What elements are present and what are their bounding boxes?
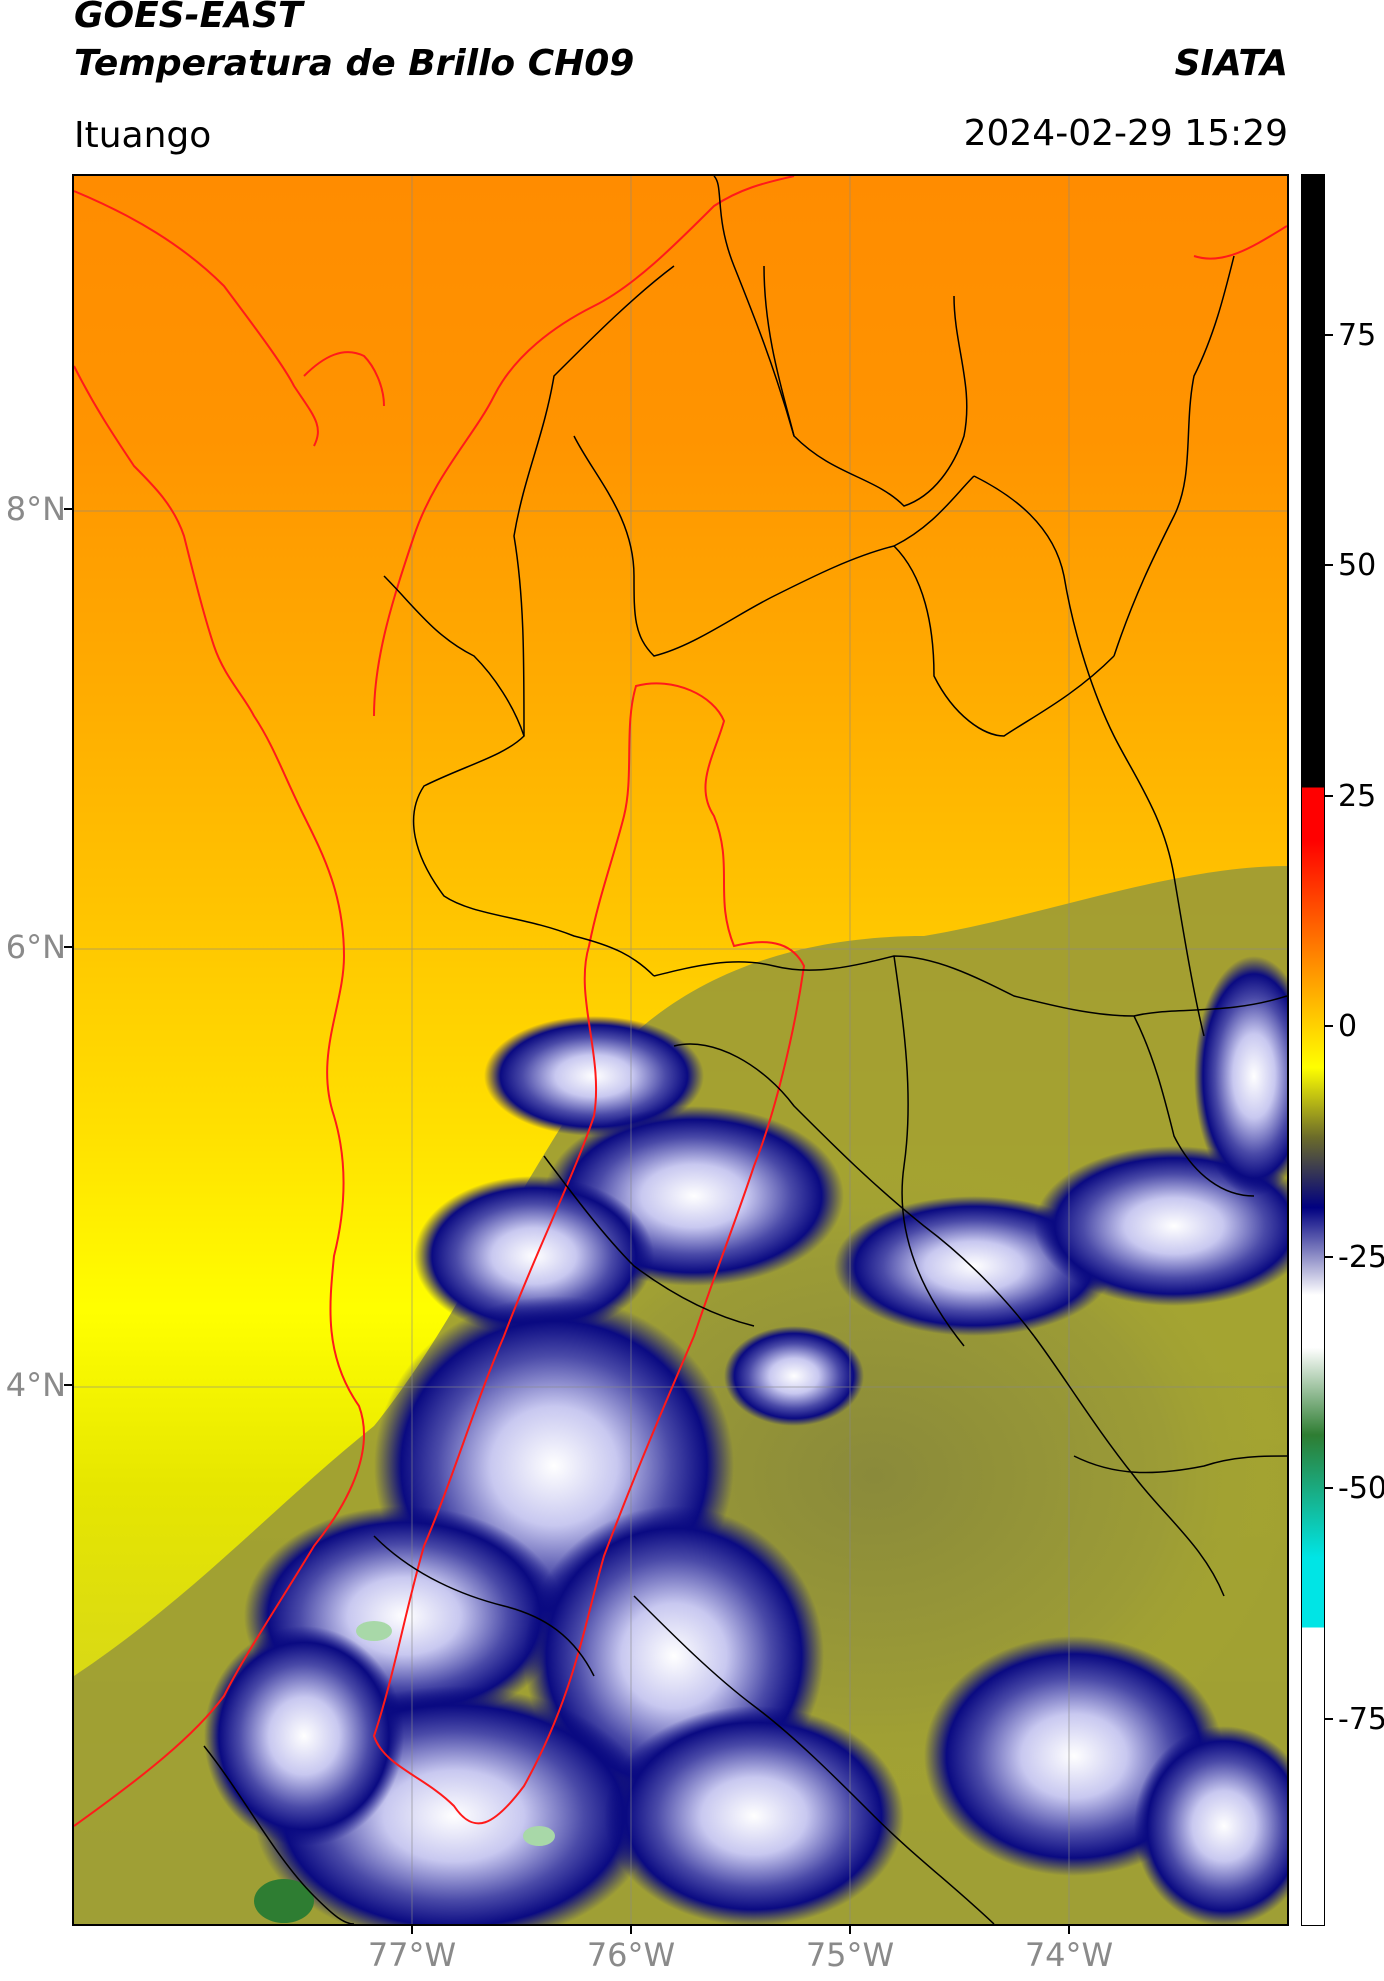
colorbar-tick: [1325, 1256, 1333, 1258]
lon-tick: [849, 1926, 851, 1934]
lon-tick: [630, 1926, 632, 1934]
lat-tick: [64, 1384, 72, 1386]
lat-tick: [64, 508, 72, 510]
lat-label-4n: 4°N: [5, 1366, 66, 1404]
coastline: [74, 176, 1287, 1827]
colorbar-label-minus25: -25: [1338, 1240, 1384, 1275]
datetime-label: 2024-02-29 15:29: [963, 113, 1288, 154]
colorbar-tick: [1325, 1025, 1333, 1027]
green-cold-spot: [254, 1879, 314, 1923]
lat-label-8n: 8°N: [5, 490, 66, 528]
region-label: Ituango: [74, 115, 212, 156]
colorbar-label-0: 0: [1338, 1009, 1358, 1044]
brand-label: SIATA: [1174, 43, 1288, 84]
lon-label-77w: 77°W: [367, 1936, 457, 1974]
lon-label-76w: 76°W: [586, 1936, 676, 1974]
grid-lines: [74, 176, 1287, 1924]
satellite-map: [72, 174, 1289, 1926]
lon-tick: [411, 1926, 413, 1934]
lat-label-6n: 6°N: [5, 928, 66, 966]
basin-outline: [372, 682, 806, 1825]
colorbar-tick: [1325, 334, 1333, 336]
map-subtitle: Temperatura de Brillo CH09: [74, 43, 635, 84]
colorbar-label-25: 25: [1338, 779, 1377, 814]
lon-label-75w: 75°W: [805, 1936, 895, 1974]
admin-boundaries: [203, 176, 1287, 1924]
colorbar-label-75: 75: [1338, 318, 1377, 353]
colorbar-tick: [1325, 1718, 1333, 1720]
lon-tick: [1068, 1926, 1070, 1934]
colorbar: [1301, 174, 1325, 1926]
convective-clouds: [204, 956, 1287, 1924]
lon-label-74w: 74°W: [1024, 1936, 1114, 1974]
colorbar-tick: [1325, 795, 1333, 797]
colorbar-tick: [1325, 1487, 1333, 1489]
lat-tick: [64, 946, 72, 948]
colorbar-label-minus75: -75: [1338, 1702, 1384, 1737]
colorbar-label-50: 50: [1338, 548, 1377, 583]
colorbar-label-minus50: -50: [1338, 1471, 1384, 1506]
colorbar-tick: [1325, 564, 1333, 566]
map-title: GOES-EAST: [74, 0, 303, 36]
